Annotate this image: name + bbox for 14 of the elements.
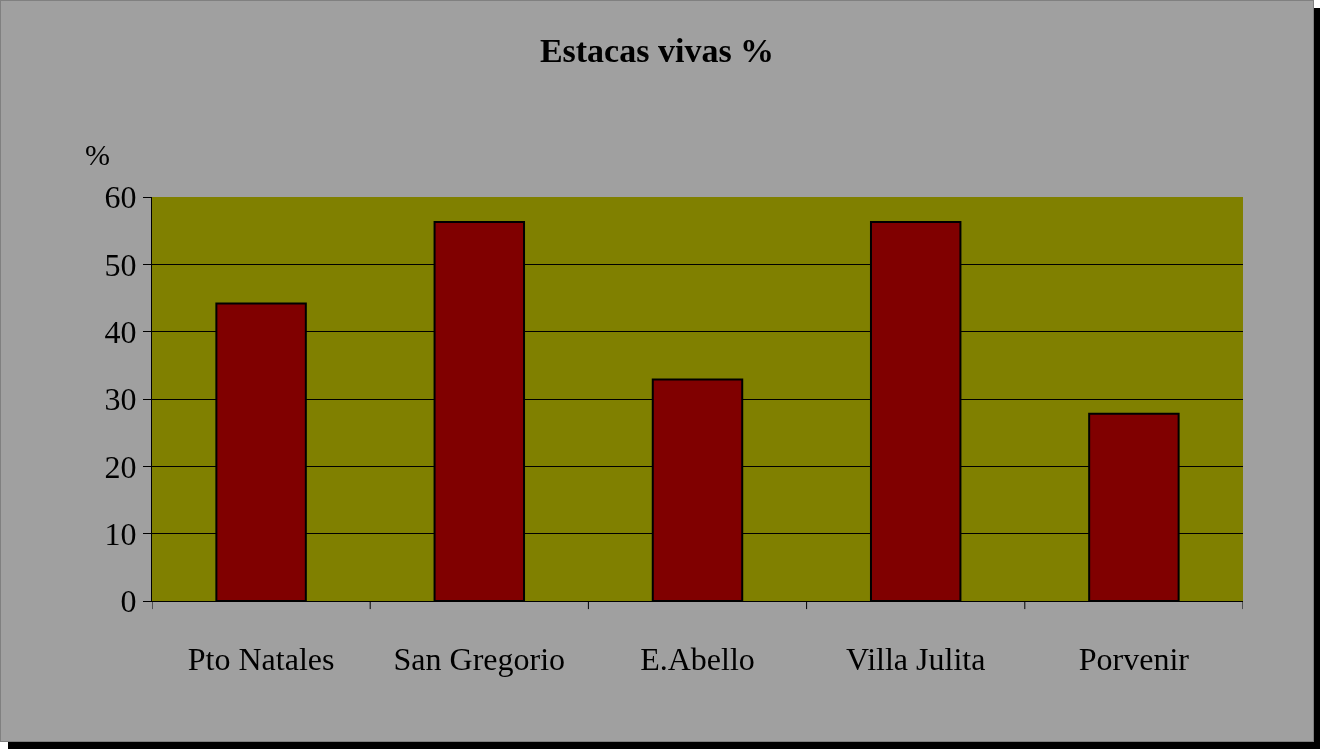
y-tick-label: 0 xyxy=(120,583,137,620)
y-tick-label: 40 xyxy=(104,313,137,350)
y-tick-label: 20 xyxy=(104,448,137,485)
x-tick-label: E.Abello xyxy=(640,641,755,678)
x-tick-label: Villa Julita xyxy=(846,641,986,678)
y-tick-label: 50 xyxy=(104,246,137,283)
x-tick-label: Porvenir xyxy=(1078,641,1190,678)
x-tick-label: Pto Natales xyxy=(187,641,335,678)
y-tick-label: 30 xyxy=(104,381,137,418)
y-tick-label: 10 xyxy=(104,515,137,552)
y-axis-title: % xyxy=(85,138,110,171)
y-tick-label: 60 xyxy=(104,179,137,216)
chart-title: Estacas vivas % xyxy=(539,31,775,69)
x-tick-label: San Gregorio xyxy=(393,641,566,678)
